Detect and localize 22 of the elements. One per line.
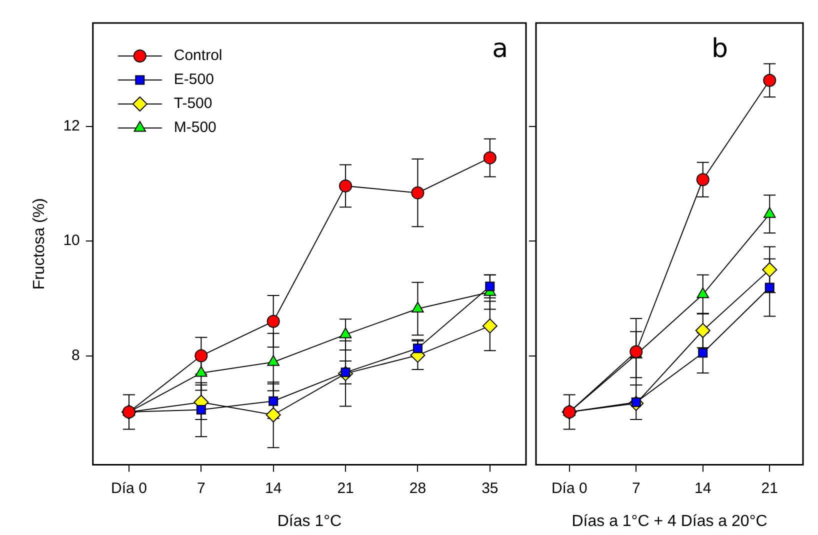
y-tick-label: 10 <box>63 232 80 250</box>
x-tick-label: 28 <box>409 480 426 497</box>
legend-label: E-500 <box>174 71 214 88</box>
y-tick-label: 8 <box>72 346 80 364</box>
y-tick-label: 12 <box>63 117 80 134</box>
x-axis-title: Días 1°C <box>277 512 342 530</box>
x-tick-label: 21 <box>761 480 778 497</box>
x-tick-label: 14 <box>265 480 282 497</box>
annotation: a <box>492 34 508 64</box>
x-tick-label: Día 0 <box>111 480 147 497</box>
legend-label: T-500 <box>174 95 212 112</box>
legend-label: Control <box>174 47 222 64</box>
x-tick-label: 35 <box>482 480 498 497</box>
legend-label: M-500 <box>174 119 216 136</box>
y-axis-title: Fructosa (%) <box>31 198 48 290</box>
x-tick-label: 21 <box>337 480 354 497</box>
x-tick-label: Día 0 <box>551 480 588 497</box>
x-axis-title: Días a 1°C + 4 Días a 20°C <box>572 512 768 530</box>
x-tick-label: 14 <box>694 480 712 497</box>
x-tick-label: 7 <box>196 480 206 497</box>
x-tick-label: 7 <box>632 480 640 497</box>
annotation: b <box>711 34 728 64</box>
